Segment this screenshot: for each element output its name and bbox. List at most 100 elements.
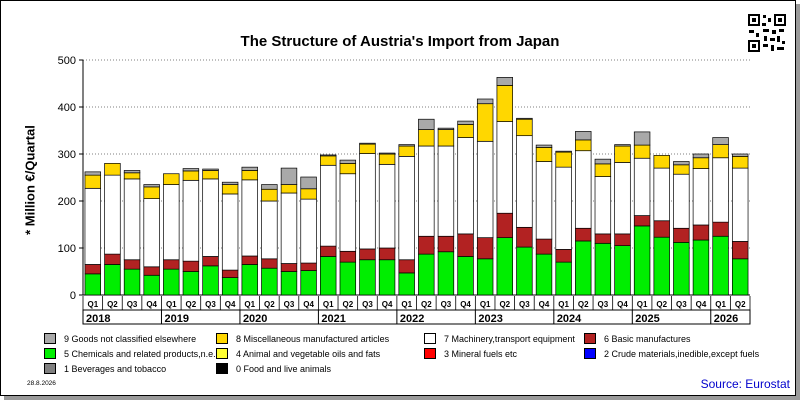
bar-segment bbox=[673, 227, 690, 243]
bar-segment bbox=[516, 117, 533, 120]
bar-segment bbox=[516, 246, 533, 296]
bar-segment bbox=[437, 235, 455, 253]
y-tick-label: 400 bbox=[58, 102, 76, 114]
legend-item: 8 Miscellaneous manufactured articles bbox=[216, 333, 389, 344]
bar-segment bbox=[359, 142, 376, 145]
bar-segment bbox=[104, 253, 121, 265]
bar-segment bbox=[300, 188, 317, 200]
bar-segment bbox=[123, 268, 141, 296]
bar-segment bbox=[633, 144, 651, 159]
quarter-label: Q3 bbox=[676, 300, 687, 309]
bar-segment bbox=[418, 235, 435, 255]
bar-segment bbox=[535, 253, 553, 296]
bar-segment bbox=[123, 259, 141, 270]
bar-segment bbox=[182, 179, 200, 262]
bar-segment bbox=[496, 121, 513, 214]
bar-segment bbox=[280, 184, 298, 194]
legend-swatch bbox=[216, 363, 228, 374]
bar-segment bbox=[437, 251, 455, 296]
bar-segment bbox=[359, 153, 376, 250]
year-label: 2022 bbox=[400, 313, 424, 325]
bar-segment bbox=[202, 256, 219, 267]
bar-segment bbox=[320, 154, 337, 157]
bar-segment bbox=[555, 261, 572, 296]
bar-segment bbox=[221, 277, 239, 296]
bar-segment bbox=[320, 245, 337, 257]
bar-segment bbox=[633, 225, 651, 296]
quarter-label: Q3 bbox=[205, 300, 216, 309]
bar-segment bbox=[359, 259, 376, 296]
qr-code-icon bbox=[747, 13, 787, 53]
quarter-label: Q2 bbox=[421, 300, 432, 309]
bar-segment bbox=[241, 255, 258, 265]
bar-segment bbox=[653, 167, 670, 222]
bar-segment bbox=[653, 236, 670, 296]
bar-segment bbox=[692, 168, 710, 226]
quarter-label: Q3 bbox=[362, 300, 373, 309]
legend-label: 0 Food and live animals bbox=[236, 363, 332, 374]
bar-segment bbox=[418, 145, 435, 237]
quarter-label: Q4 bbox=[382, 300, 393, 309]
bar-segment bbox=[378, 247, 396, 261]
bar-segment bbox=[300, 198, 317, 264]
bar-segment bbox=[457, 137, 474, 235]
bar-segment bbox=[378, 163, 396, 249]
quarter-label: Q1 bbox=[166, 300, 177, 309]
bar-segment bbox=[280, 167, 298, 185]
bar-segment bbox=[143, 198, 160, 268]
quarter-label: Q4 bbox=[460, 300, 471, 309]
y-tick-label: 0 bbox=[70, 290, 76, 302]
bar-segment bbox=[202, 170, 219, 180]
bar-segment bbox=[221, 184, 239, 195]
bar-segment bbox=[143, 274, 160, 296]
bar-segment bbox=[476, 103, 494, 142]
legend-swatch bbox=[584, 333, 596, 344]
quarter-label: Q4 bbox=[225, 300, 236, 309]
bar-segment bbox=[320, 164, 337, 247]
quarter-label: Q1 bbox=[244, 300, 255, 309]
legend-label: 5 Chemicals and related products,n.e.s. bbox=[64, 348, 223, 359]
year-label: 2021 bbox=[321, 313, 345, 325]
bar-segment bbox=[594, 176, 612, 235]
bar-segment bbox=[418, 118, 435, 130]
bar-segment bbox=[84, 273, 102, 296]
bar-segment bbox=[261, 184, 278, 190]
bar-segment bbox=[398, 272, 415, 296]
bar-segment bbox=[241, 179, 258, 257]
bar-segment bbox=[280, 192, 298, 264]
year-label: 2026 bbox=[714, 313, 738, 325]
legend-swatch bbox=[424, 333, 436, 344]
quarter-label: Q2 bbox=[264, 300, 275, 309]
bar-segment bbox=[476, 237, 494, 260]
bar-segment bbox=[143, 184, 160, 188]
quarter-label: Q3 bbox=[519, 300, 530, 309]
bar-segment bbox=[339, 250, 357, 263]
quarter-label: Q4 bbox=[696, 300, 707, 309]
bar-segment bbox=[182, 170, 200, 181]
bar-segment bbox=[673, 164, 690, 175]
source-link[interactable]: Source: Eurostat bbox=[700, 377, 790, 391]
bar-segment bbox=[457, 256, 474, 296]
bar-segment bbox=[535, 147, 553, 162]
bar-segment bbox=[575, 227, 592, 242]
bar-segment bbox=[359, 143, 376, 154]
bar-segment bbox=[712, 137, 729, 145]
bar-segment bbox=[535, 144, 553, 148]
bar-segment bbox=[437, 129, 455, 147]
bar-segment bbox=[653, 220, 670, 238]
bar-segment bbox=[163, 184, 180, 261]
bar-segment bbox=[457, 120, 474, 125]
y-tick-label: 100 bbox=[58, 243, 76, 255]
bar-segment bbox=[241, 264, 258, 296]
bar-segment bbox=[653, 155, 670, 169]
legend-swatch bbox=[584, 348, 596, 359]
legend-label: 9 Goods not classified elsewhere bbox=[64, 333, 197, 344]
bar-segment bbox=[339, 159, 357, 164]
bar-segment bbox=[712, 157, 729, 223]
bar-segment bbox=[437, 127, 455, 130]
bar-segment bbox=[359, 248, 376, 261]
quarter-label: Q4 bbox=[539, 300, 550, 309]
quarter-label: Q3 bbox=[441, 300, 452, 309]
bar-segment bbox=[614, 145, 631, 163]
bar-segment bbox=[202, 265, 219, 296]
